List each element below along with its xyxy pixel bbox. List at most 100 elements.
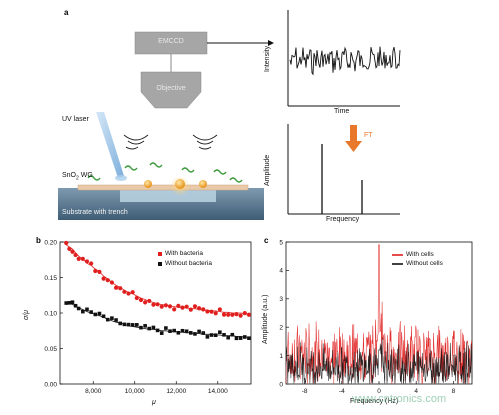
bacterium [213,169,227,175]
y-tick-label: 0.05 [44,346,57,353]
particle [175,179,185,189]
y-tick-label: 1 [279,353,283,360]
panel-c-label: c [264,236,269,245]
scatter-wave-right-2 [192,134,218,141]
data-point-with-bacteria [230,312,235,317]
data-point-with-bacteria [238,313,243,318]
data-point-with-bacteria [105,278,110,283]
particle [199,180,207,188]
x-tick-label: -4 [339,388,345,395]
panel-b-label: b [36,236,41,245]
data-point-with-bacteria [143,300,148,305]
legend-label-with-cells: With cells [406,251,434,258]
waveguide [77,184,249,191]
chart-b-legend [158,252,162,266]
ft-label: FT [364,132,373,139]
data-point-without-bacteria [130,323,135,327]
data-point-without-bacteria [205,335,210,339]
fit-line-with-bacteria [65,244,249,315]
intensity-plot [287,10,401,107]
data-point-without-bacteria [159,331,164,335]
chart-b: 8,000 10,000 12,000 14,000 0.00 0.05 0.10 0.15 0… [44,239,252,395]
data-point-without-bacteria [222,333,226,337]
data-point-without-bacteria [70,300,75,304]
data-point-with-bacteria [217,307,222,312]
chart-b-frame [59,241,252,385]
intensity-ylabel: Intensity [264,45,271,72]
x-tick-label: -8 [302,388,308,395]
legend-marker-with-bacteria [158,252,162,256]
watermark-text: www.cntronics.com [352,393,447,405]
data-point-without-bacteria [164,326,168,330]
legend-label-with-bacteria: With bacteria [165,250,203,257]
panel-a-label: a [64,8,69,17]
amplitude-xlabel: Frequency [326,216,360,223]
amplitude-plot [287,124,400,215]
waveguide-label-prefix: SnO [62,172,77,179]
data-point-without-bacteria [110,316,114,320]
data-point-without-bacteria [172,328,176,333]
spectrum-line-without-cells [285,337,473,384]
substrate-trench [120,190,216,202]
x-tick-label: 8,000 [85,388,102,395]
data-point-without-bacteria [89,310,93,314]
uv-laser-spot [115,175,127,181]
objective-lens [140,71,202,109]
data-point-with-bacteria [213,311,218,316]
x-tick-label: 0 [377,388,381,395]
chart-c-legend [392,254,403,265]
data-point-without-bacteria [135,323,139,327]
data-point-without-bacteria [143,324,147,328]
y-tick-label: 4 [279,268,283,275]
data-point-without-bacteria [201,331,206,335]
data-point-without-bacteria [81,309,85,314]
data-point-without-bacteria [101,314,106,319]
y-tick-label: 0.20 [44,239,57,246]
data-point-with-bacteria [246,312,252,317]
data-point-without-bacteria [247,336,251,340]
bacterium [124,165,138,171]
amplitude-ylabel: Amplitude [264,154,271,186]
data-point-with-bacteria [192,304,198,309]
data-point-without-bacteria [64,301,69,305]
scatter-wave-right-3 [198,146,212,150]
data-point-without-bacteria [180,328,185,333]
ft-arrow-shaft [350,125,357,142]
data-point-without-bacteria [230,332,235,337]
data-point-without-bacteria [209,333,214,337]
uv-laser-label: UV laser [62,116,89,123]
data-point-with-bacteria [226,312,231,317]
data-point-with-bacteria [151,302,156,307]
fit-line-without-bacteria [66,302,249,338]
data-point-with-bacteria [76,256,81,262]
bacterium [229,177,243,183]
data-point-with-bacteria [209,309,214,314]
panel-a-schematic [58,31,274,220]
data-point-without-bacteria [176,330,181,335]
data-point-with-bacteria [138,297,144,303]
x-tick-label: 8 [452,388,456,395]
y-tick-label: 0 [279,381,283,388]
data-point-without-bacteria [85,307,89,312]
emccd-arrow-head [268,40,274,46]
data-point-without-bacteria [151,325,156,330]
data-point-without-bacteria [234,336,239,341]
data-point-without-bacteria [76,306,81,311]
ft-arrow-head [345,141,362,152]
data-point-with-bacteria [73,252,78,258]
chart-b-ylabel: σ/μ [23,309,30,320]
data-point-without-bacteria [238,336,243,340]
data-point-without-bacteria [184,329,189,334]
data-point-without-bacteria [97,311,102,316]
chart-c: -8 -4 0 4 8 0 1 2 3 4 5 [279,239,473,395]
uv-laser-beam [96,112,124,178]
waveguide-label: SnO2 WG [62,172,93,181]
intensity-trace [289,46,401,76]
waveguide-label-suffix: WG [78,172,93,179]
data-point-with-bacteria [221,312,227,317]
chart-c-ylabel: Amplitude (a.u.) [262,294,269,344]
chart-b-xlabel: μ [152,399,156,406]
data-point-without-bacteria [118,321,123,326]
scatter-wave-left-2 [123,134,149,141]
